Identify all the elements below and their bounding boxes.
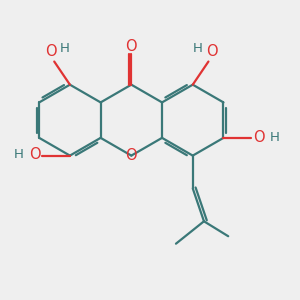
Text: H: H [60, 42, 70, 55]
Text: O: O [28, 147, 40, 162]
Text: O: O [125, 39, 137, 54]
Text: O: O [45, 44, 56, 59]
Text: O: O [125, 148, 137, 163]
Text: H: H [270, 130, 280, 144]
Text: H: H [193, 42, 203, 55]
Text: O: O [206, 44, 218, 59]
Text: H: H [14, 148, 24, 161]
Text: O: O [253, 130, 265, 145]
